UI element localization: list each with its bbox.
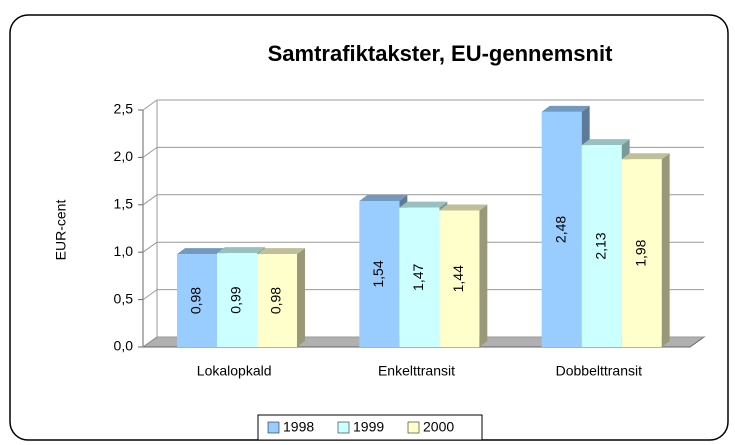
y-tick-label: 0,5: [114, 290, 134, 306]
bar: [621, 153, 670, 347]
bar-front: [399, 207, 440, 347]
value-label: 0,98: [268, 287, 284, 314]
grid-line-depth: [142, 194, 158, 206]
bar-front: [581, 145, 622, 347]
bar-front: [217, 253, 257, 347]
y-tick-label: 0,0: [114, 338, 134, 354]
legend-box: [257, 414, 483, 441]
value-label: 1,98: [632, 239, 648, 266]
x-tick-label: Dobbelttransit: [556, 363, 642, 379]
bar-top: [621, 153, 670, 160]
bar-front: [177, 254, 217, 347]
value-label: 0,98: [188, 287, 204, 314]
legend-swatch: [407, 421, 420, 434]
grid-line-depth: [142, 241, 158, 253]
legend: 1998 1999 2000: [257, 414, 483, 441]
bar-top: [439, 204, 488, 211]
legend-label: 2000: [423, 419, 454, 435]
x-tick-label: Lokalopkald: [197, 363, 272, 379]
value-label: 1,44: [450, 265, 466, 292]
bar-front: [541, 111, 582, 348]
chart-title: Samtrafiktakster, EU-gennemsnit: [268, 41, 613, 66]
y-tick-label: 2,0: [114, 148, 134, 164]
value-label: 2,48: [552, 216, 568, 243]
bar-top: [399, 201, 448, 208]
grid-line-depth: [142, 336, 158, 348]
legend-swatch: [337, 421, 350, 434]
bar-front: [257, 254, 297, 347]
bar: [439, 204, 488, 347]
y-axis-label: EUR-cent: [53, 200, 69, 261]
bar-front: [439, 210, 480, 347]
bar-top: [541, 105, 590, 112]
value-label: 1,47: [410, 263, 426, 290]
value-label: 1,54: [370, 260, 386, 287]
value-label: 0,99: [228, 286, 244, 313]
y-tick-label: 1,5: [114, 196, 134, 212]
bar-side: [297, 248, 305, 347]
bar-top: [581, 139, 630, 146]
bar-front: [621, 159, 662, 347]
value-label: 2,13: [592, 232, 608, 259]
grid-line-depth: [142, 146, 158, 158]
legend-label: 1999: [353, 419, 384, 435]
grid-line-depth: [142, 289, 158, 301]
legend-label: 1998: [283, 419, 314, 435]
bar-top: [257, 248, 305, 255]
bar-side: [661, 153, 670, 347]
grid-line-depth: [142, 99, 158, 111]
y-tick-label: 1,0: [114, 243, 134, 259]
y-tick-label: 2,5: [114, 101, 134, 117]
bar-top: [217, 247, 265, 254]
bar-front: [359, 201, 400, 347]
bar-side: [479, 204, 488, 347]
bar-top: [177, 248, 225, 255]
legend-swatch: [267, 421, 280, 434]
bar-top: [359, 195, 408, 202]
bar: [257, 248, 305, 347]
x-tick-label: Enkelttransit: [378, 363, 455, 379]
